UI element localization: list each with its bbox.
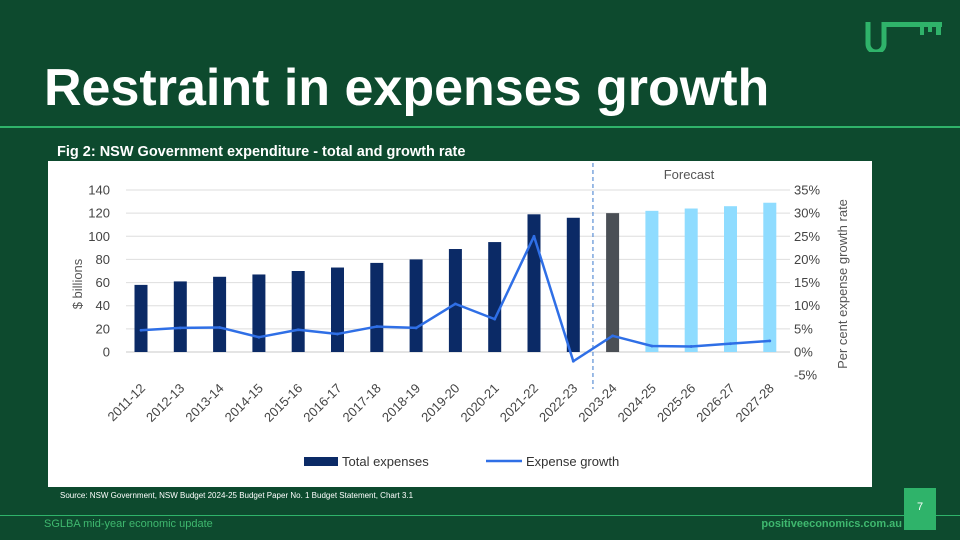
x-tick-label: 2012-13 <box>143 381 187 425</box>
growth-point-2024-25 <box>650 344 654 348</box>
x-tick-label: 2018-19 <box>379 381 423 425</box>
growth-point-2013-14 <box>218 326 222 329</box>
title-divider <box>0 126 960 128</box>
footer-title: SGLBA mid-year economic update <box>44 518 213 530</box>
y2-tick-label: -5% <box>794 368 818 383</box>
x-tick-label: 2014-15 <box>222 381 266 425</box>
y2-tick-label: 30% <box>794 206 820 221</box>
chart-panel: Forecast -5% 0% 5% 10% 15% 20% 25% 30% 35% 0 20 40 6… <box>48 161 872 487</box>
y2-tick-label: 0% <box>794 345 813 360</box>
slide-title: Restraint in expenses growth <box>44 59 770 117</box>
y2-tick-label: 20% <box>794 252 820 267</box>
legend-label-total-expenses: Total expenses <box>342 454 429 469</box>
y-axis-label: $ billions <box>70 258 85 309</box>
bar-2027-28 <box>763 202 777 352</box>
bar-2012-13 <box>173 281 187 352</box>
growth-point-2014-15 <box>257 335 261 339</box>
growth-point-2015-16 <box>296 328 300 332</box>
x-tick-label: 2027-28 <box>733 381 777 425</box>
bar-2022-23 <box>566 217 580 352</box>
x-tick-label: 2015-16 <box>261 381 305 425</box>
x-tick-label: 2021-22 <box>497 381 541 425</box>
growth-point-2026-27 <box>729 342 732 346</box>
page-number: 7 <box>904 488 936 530</box>
bar-2013-14 <box>213 276 227 352</box>
growth-point-2022-23 <box>571 359 575 363</box>
x-tick-label: 2026-27 <box>693 381 737 425</box>
bar-2023-24 <box>606 213 620 352</box>
bar-2017-18 <box>370 262 384 352</box>
bar-2015-16 <box>291 271 305 352</box>
y2-axis-label: Per cent expense growth rate <box>835 199 850 369</box>
bar-2019-20 <box>448 249 462 352</box>
legend-label-expense-growth: Expense growth <box>526 454 619 469</box>
footer-website: positiveeconomics.com.au <box>761 518 902 530</box>
key-logo-icon <box>865 22 942 52</box>
x-tick-label: 2013-14 <box>182 381 226 425</box>
growth-point-2017-18 <box>375 325 379 328</box>
bar-2014-15 <box>252 274 266 352</box>
x-tick-label: 2016-17 <box>300 381 344 425</box>
bar-2026-27 <box>724 206 737 352</box>
y-tick-label: 140 <box>88 183 110 198</box>
x-tick-label: 2022-23 <box>536 381 580 425</box>
forecast-label: Forecast <box>664 167 715 182</box>
y-tick-label: 60 <box>96 275 110 290</box>
bar-2020-21 <box>488 242 502 352</box>
growth-point-2023-24 <box>611 334 614 338</box>
expenditure-chart: Forecast -5% 0% 5% 10% 15% 20% 25% 30% 35% 0 20 40 6… <box>70 163 850 469</box>
legend: Total expenses Expense growth <box>304 454 619 469</box>
bar-2011-12 <box>134 284 148 352</box>
y2-tick-label: 35% <box>794 183 820 198</box>
growth-point-2020-21 <box>493 317 497 321</box>
y-tick-label: 0 <box>103 345 110 360</box>
x-tick-label: 2011-12 <box>104 381 148 425</box>
y-tick-label: 80 <box>96 252 110 267</box>
x-tick-label: 2025-26 <box>654 381 698 425</box>
bar-2016-17 <box>331 267 344 352</box>
figure-caption: Fig 2: NSW Government expenditure - tota… <box>57 144 466 160</box>
source-note: Source: NSW Government, NSW Budget 2024-… <box>60 491 414 500</box>
y2-tick-label: 25% <box>794 229 820 244</box>
x-tick-label: 2023-24 <box>575 381 619 425</box>
legend-swatch-total-expenses <box>304 457 338 466</box>
bar-2025-26 <box>684 208 698 352</box>
growth-point-2021-22 <box>532 234 536 238</box>
bar-2018-19 <box>409 259 423 352</box>
y2-tick-label: 5% <box>794 321 813 336</box>
growth-point-2011-12 <box>139 328 143 332</box>
y2-tick-label: 10% <box>794 298 820 313</box>
y2-tick-label: 15% <box>794 275 820 290</box>
y-tick-label: 120 <box>88 206 110 221</box>
growth-point-2016-17 <box>336 332 339 336</box>
bar-2024-25 <box>645 210 659 352</box>
y-tick-label: 20 <box>96 321 110 336</box>
y-tick-label: 40 <box>96 298 110 313</box>
x-tick-label: 2020-21 <box>457 381 501 425</box>
growth-point-2027-28 <box>768 339 772 343</box>
x-tick-label: 2024-25 <box>615 381 659 425</box>
growth-point-2019-20 <box>454 302 457 306</box>
footer-divider <box>0 515 960 516</box>
y-tick-label: 100 <box>88 229 110 244</box>
x-tick-label: 2017-18 <box>340 381 384 425</box>
growth-point-2012-13 <box>178 326 182 330</box>
growth-point-2018-19 <box>414 326 418 330</box>
growth-point-2025-26 <box>689 345 693 348</box>
x-tick-label: 2019-20 <box>418 381 462 425</box>
